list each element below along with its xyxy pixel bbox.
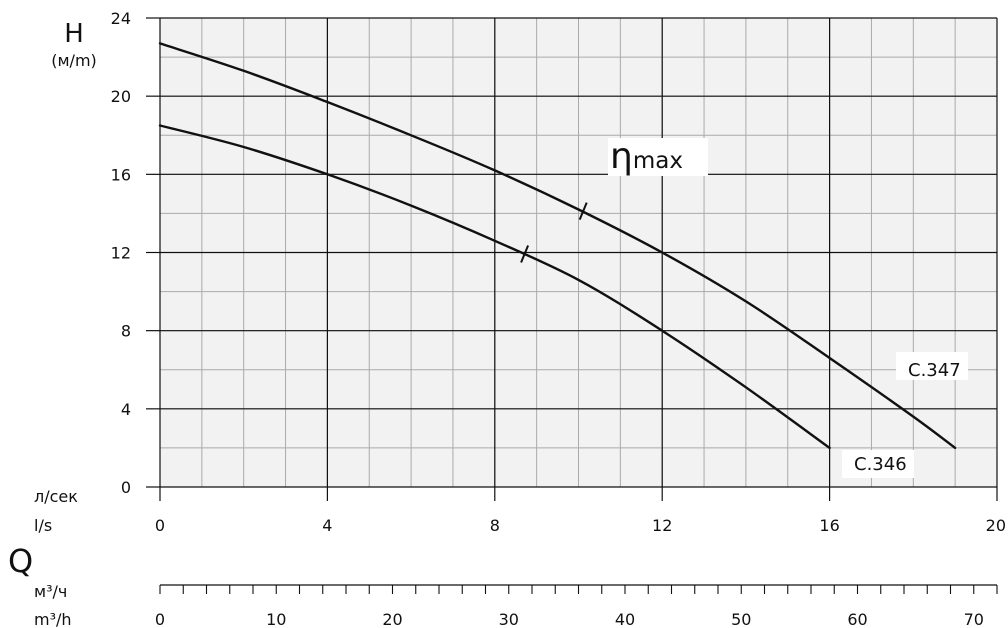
eta-max-mark (520, 245, 530, 263)
major-grid (146, 17, 998, 501)
x-tick-label: 12 (652, 516, 672, 535)
y-tick-label: 24 (111, 9, 131, 28)
x-tick-label: 20 (986, 516, 1006, 535)
y-tick-label: 16 (111, 165, 131, 184)
curve-c347 (158, 42, 957, 450)
x-tick-label: 16 (819, 516, 839, 535)
y-tick-label: 20 (111, 87, 131, 106)
q-axis-symbol: Q (8, 542, 33, 580)
q-tick-label: 0 (155, 610, 165, 628)
x-tick-label: 4 (322, 516, 332, 535)
q-axis: 0 10 20 30 40 50 60 70 (155, 584, 998, 628)
y-tick-label: 12 (111, 244, 131, 263)
x-tick-labels: 0 4 8 12 16 20 (155, 516, 1006, 535)
y-tick-label: 4 (121, 400, 131, 419)
q-tick-label: 50 (731, 610, 751, 628)
x-axis-unit-ru: л/сек (34, 487, 78, 506)
y-tick-label: 0 (121, 478, 131, 497)
series-label: C.346 (854, 454, 907, 475)
series-label-background (896, 352, 968, 380)
eta-max-label: ηmax (610, 136, 683, 177)
q-axis-unit-ru: м³/ч (34, 582, 67, 601)
eta-max-mark (578, 202, 588, 221)
q-axis-unit-en: m³/h (34, 610, 72, 628)
y-tick-label: 8 (121, 322, 131, 341)
x-tick-label: 8 (490, 516, 500, 535)
curves: C.347 C.346 (158, 42, 968, 478)
series-label-background (842, 450, 914, 478)
q-tick-label: 40 (615, 610, 635, 628)
x-tick-label: 0 (155, 516, 165, 535)
q-tick-label: 60 (847, 610, 867, 628)
y-tick-labels: 0 4 8 12 16 20 24 (111, 9, 131, 497)
y-axis-symbol: H (64, 19, 84, 49)
eta-subscript: max (633, 148, 683, 174)
eta-symbol: η (610, 136, 633, 177)
q-tick-label: 10 (266, 610, 286, 628)
eta-label-background (608, 138, 708, 176)
series-label: C.347 (908, 360, 961, 381)
x-axis-unit-en: l/s (34, 516, 52, 535)
curve-c346 (158, 124, 831, 450)
y-axis-unit: (м/m) (51, 51, 97, 70)
q-tick-label: 30 (499, 610, 519, 628)
q-tick-label: 20 (382, 610, 402, 628)
q-tick-label: 70 (964, 610, 984, 628)
